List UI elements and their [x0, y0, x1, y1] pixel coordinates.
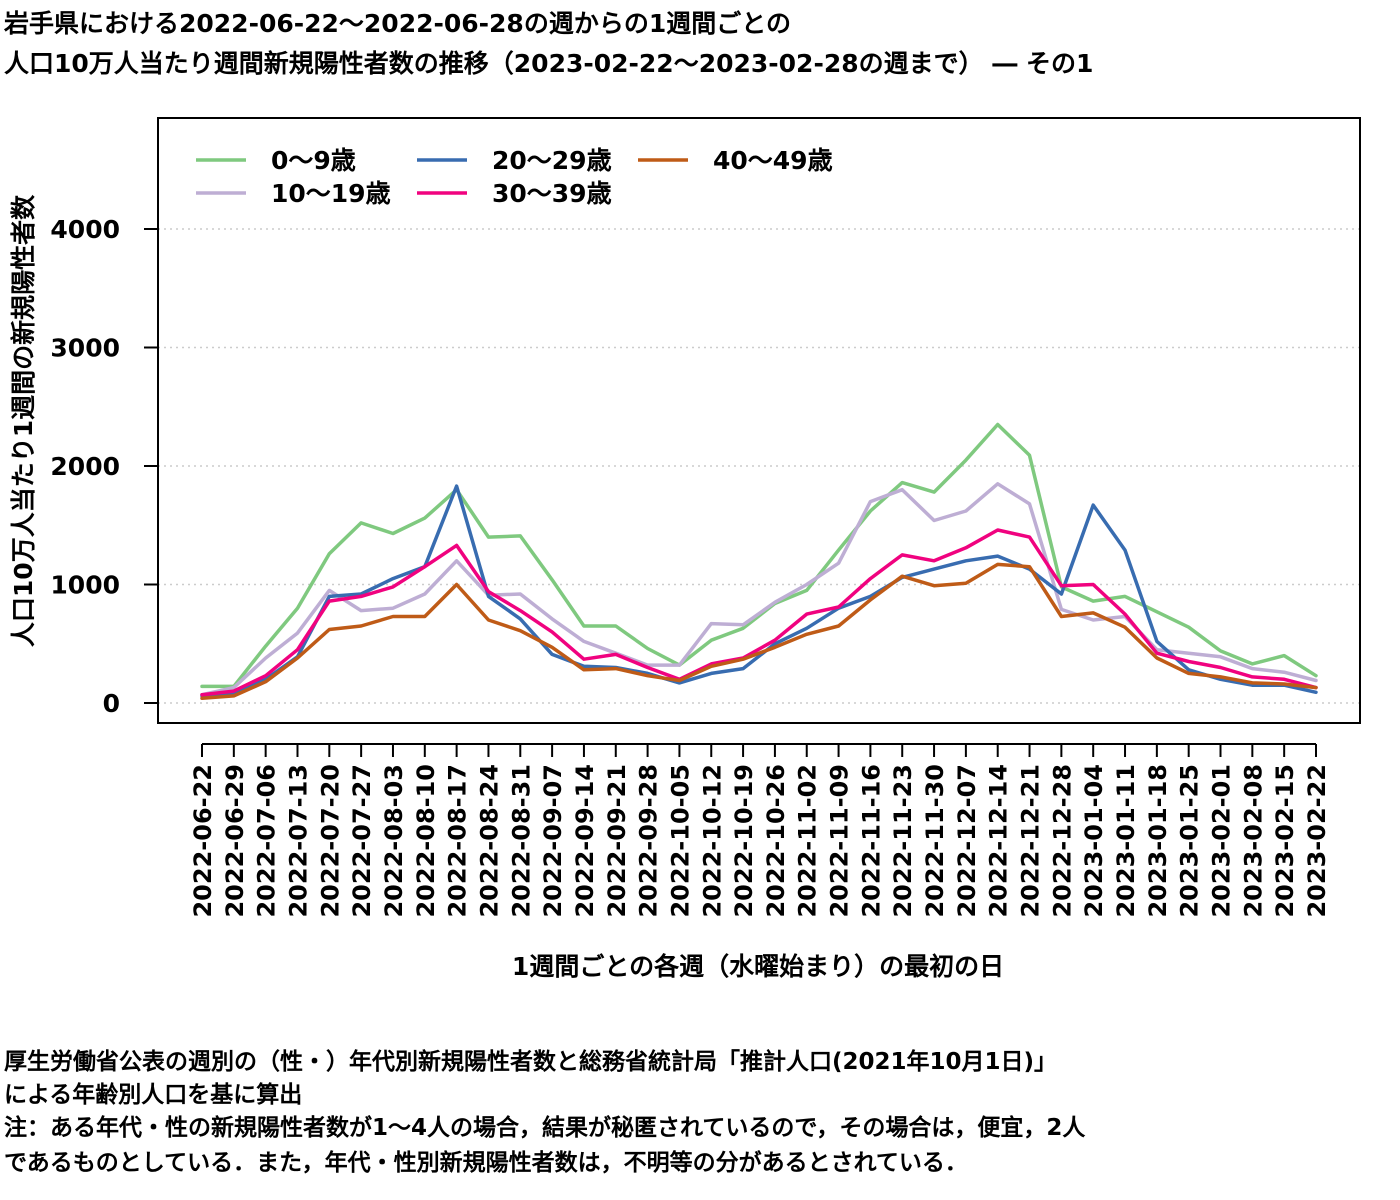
x-tick-label: 2022-12-28	[1048, 764, 1076, 918]
x-tick-label: 2022-10-05	[666, 764, 694, 918]
x-tick-label: 2022-09-14	[571, 764, 599, 918]
series-line-3	[200, 528, 1318, 697]
series-line-4	[200, 562, 1318, 701]
x-tick-label: 2022-06-29	[221, 764, 249, 918]
series-line-0	[200, 422, 1318, 689]
x-tick-label: 2022-11-23	[889, 764, 917, 918]
y-tick-label: 4000	[50, 215, 120, 244]
source-note-line1: 厚生労働省公表の週別の（性・）年代別新規陽性者数と総務省統計局「推計人口(202…	[4, 1049, 1058, 1075]
x-tick-label: 2023-02-08	[1239, 764, 1267, 918]
x-tick-label: 2022-08-03	[380, 764, 408, 918]
caveat-note-line2: であるものとしている．また，年代・性別新規陽性者数は，不明等の分があるとされてい…	[4, 1150, 968, 1176]
x-tick-label: 2022-09-21	[603, 764, 631, 918]
x-tick-label: 2022-06-22	[189, 764, 217, 918]
gridlines	[158, 228, 1360, 704]
x-tick-label: 2022-09-28	[635, 764, 663, 918]
series-line-2	[200, 484, 1318, 698]
x-tick-label: 2022-08-17	[444, 764, 472, 918]
x-tick-label: 2023-01-11	[1112, 764, 1140, 918]
x-tick-label: 2022-12-07	[953, 764, 981, 918]
x-tick-label: 2023-01-25	[1176, 764, 1204, 918]
x-tick-label: 2022-11-09	[826, 764, 854, 918]
y-tick-label: 2000	[50, 452, 120, 481]
x-tick-label: 2023-02-01	[1208, 764, 1236, 918]
caveat-note-line1: 注：ある年代・性の新規陽性者数が1〜4人の場合，結果が秘匿されているので，その場…	[4, 1115, 1086, 1141]
x-tick-label: 2022-07-13	[284, 764, 312, 918]
x-tick-label: 2022-08-10	[412, 764, 440, 918]
plot-frame	[157, 117, 1361, 724]
source-note-line2: による年齢別人口を基に算出	[4, 1082, 303, 1108]
x-tick-label: 2022-10-19	[730, 764, 758, 918]
x-tick-label: 2022-11-16	[857, 764, 885, 918]
x-tick-label: 2022-09-07	[539, 764, 567, 918]
x-tick-label: 2022-07-27	[348, 764, 376, 918]
chart-title-line1: 岩手県における2022-06-22〜2022-06-28の週からの1週間ごとの	[4, 9, 791, 38]
x-tick-label: 2023-02-22	[1303, 764, 1331, 918]
x-tick-label: 2022-08-24	[475, 764, 503, 918]
x-tick-label: 2023-01-04	[1080, 764, 1108, 918]
x-axis: 2022-06-22 2022-06-29 2022-07-06 2022-07-13…	[189, 743, 1331, 918]
x-tick-label: 2023-01-18	[1144, 764, 1172, 918]
x-tick-label: 2022-07-20	[316, 764, 344, 918]
x-tick-label: 2022-10-26	[762, 764, 790, 918]
series-lines	[200, 422, 1318, 701]
x-tick-label: 2022-12-14	[985, 764, 1013, 918]
chart-title-line2: 人口10万人当たり週間新規陽性者数の推移（2023-02-22〜2023-02-…	[4, 49, 1094, 78]
legend-label: 10〜19歳	[271, 179, 391, 208]
y-tick-label: 0	[103, 689, 120, 718]
legend-label: 30〜39歳	[492, 179, 612, 208]
y-tick-label: 1000	[50, 571, 120, 600]
legend: 0〜9歳 10〜19歳 20〜29歳 30〜39歳 40〜49歳	[196, 146, 833, 208]
y-tick-label: 3000	[50, 334, 120, 363]
legend-label: 40〜49歳	[713, 146, 833, 175]
x-tick-label: 2022-11-02	[794, 764, 822, 918]
x-tick-label: 2022-08-31	[507, 764, 535, 918]
x-tick-label: 2023-02-15	[1271, 764, 1299, 918]
x-tick-label: 2022-12-21	[1017, 764, 1045, 918]
x-tick-label: 2022-11-30	[921, 764, 949, 918]
x-axis-title: 1週間ごとの各週（水曜始まり）の最初の日	[512, 952, 1004, 981]
legend-label: 20〜29歳	[492, 146, 612, 175]
y-axis-title: 人口10万人当たり1週間の新規陽性者数	[9, 194, 38, 647]
x-tick-label: 2022-10-12	[698, 764, 726, 918]
x-tick-label: 2022-07-06	[253, 764, 281, 918]
y-axis: 0 1000 2000 3000 4000	[50, 215, 158, 718]
legend-label: 0〜9歳	[271, 146, 356, 175]
